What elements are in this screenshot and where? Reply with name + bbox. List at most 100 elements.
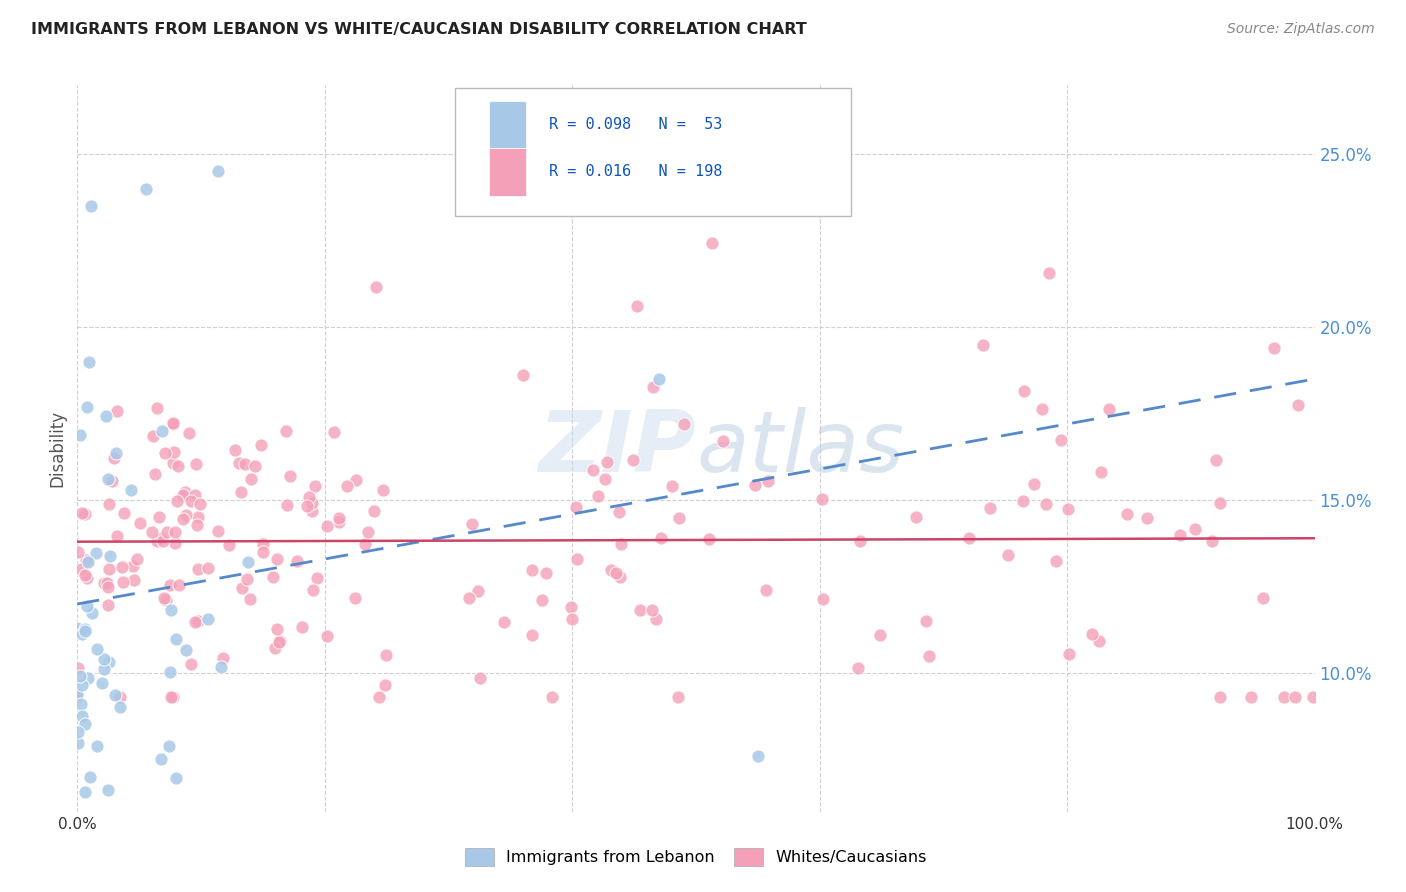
Point (596, 455, 619, 469)
Point (184, 457, 207, 471)
Point (869, 628, 891, 642)
Point (305, 571, 328, 585)
Point (180, 493, 202, 508)
Point (1208, 690, 1230, 705)
Point (67, 724, 90, 739)
Point (66, 689, 89, 703)
Point (756, 474, 779, 488)
Point (174, 484, 197, 499)
Point (207, 164, 229, 178)
Point (186, 517, 208, 532)
Point (70, 562, 93, 576)
Point (650, 532, 672, 546)
Point (76, 571, 98, 585)
Point (69, 427, 91, 442)
Point (108, 700, 131, 714)
Point (997, 549, 1019, 563)
Point (155, 593, 177, 607)
Point (1184, 522, 1206, 536)
Point (374, 678, 396, 692)
Point (628, 603, 651, 617)
Point (73, 717, 96, 731)
Point (172, 512, 194, 526)
Point (593, 472, 616, 486)
Point (107, 403, 129, 417)
Point (122, 573, 145, 587)
Point (129, 516, 152, 530)
Point (142, 429, 165, 443)
Point (73, 624, 96, 639)
Point (77, 354, 100, 368)
Point (70, 627, 93, 641)
Point (1263, 341, 1285, 355)
Point (188, 497, 211, 511)
Point (297, 499, 319, 513)
Point (666, 690, 689, 705)
Point (278, 469, 301, 483)
Point (1011, 494, 1033, 508)
Point (174, 643, 197, 657)
Point (163, 524, 186, 539)
Point (904, 509, 927, 524)
Point (69, 697, 91, 711)
Point (75, 553, 97, 567)
Point (607, 505, 630, 519)
Point (267, 634, 290, 648)
Point (155, 446, 177, 460)
Point (76, 599, 98, 614)
Point (187, 510, 209, 524)
Point (534, 566, 557, 581)
Point (97, 580, 120, 594)
Point (105, 529, 128, 543)
Point (75, 624, 97, 639)
Point (744, 477, 766, 491)
Point (541, 690, 564, 705)
Point (120, 483, 142, 497)
Point (344, 473, 367, 487)
Point (460, 516, 482, 531)
Point (1057, 501, 1080, 516)
Point (197, 561, 219, 575)
Point (239, 591, 262, 606)
Point (645, 612, 668, 626)
Point (80, 606, 103, 620)
Point (269, 634, 291, 648)
Point (276, 498, 298, 512)
Point (274, 424, 297, 438)
Point (979, 500, 1001, 515)
Point (167, 458, 190, 473)
Point (621, 452, 644, 467)
Point (1090, 465, 1112, 479)
Text: Source: ZipAtlas.com: Source: ZipAtlas.com (1227, 22, 1375, 37)
Point (97, 561, 120, 575)
Legend: Immigrants from Lebanon, Whites/Caucasians: Immigrants from Lebanon, Whites/Caucasia… (458, 841, 934, 872)
Point (252, 537, 274, 551)
Point (209, 660, 232, 674)
Point (560, 600, 582, 615)
Point (159, 578, 181, 592)
Point (914, 614, 936, 628)
Point (605, 566, 627, 581)
Point (1088, 634, 1111, 648)
Point (184, 615, 207, 629)
Point (1284, 690, 1306, 705)
Point (1136, 510, 1159, 524)
Point (1050, 433, 1073, 447)
Point (76, 555, 98, 569)
Point (104, 688, 127, 702)
Point (661, 479, 683, 493)
Point (266, 623, 288, 637)
Point (150, 424, 173, 438)
Point (610, 537, 633, 551)
Point (110, 690, 132, 705)
Point (1080, 626, 1102, 640)
Point (98, 497, 121, 511)
Point (94, 409, 117, 423)
Point (316, 518, 339, 533)
Point (530, 593, 553, 607)
Point (165, 632, 187, 646)
Point (149, 752, 172, 766)
Point (918, 649, 941, 664)
Point (328, 515, 350, 529)
Point (86, 739, 108, 753)
